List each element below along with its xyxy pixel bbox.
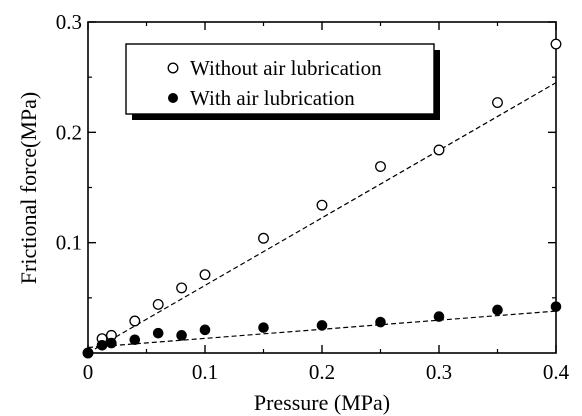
legend: Without air lubrication With air lubrica… (125, 43, 440, 120)
fit-lines (87, 82, 557, 354)
open-circle-point (258, 232, 269, 244)
filled-circle-point (96, 339, 108, 351)
x-tick-label: 0.4 (543, 360, 570, 384)
legend-marker-filled-circle (168, 93, 178, 103)
y-tick-label: 0.2 (56, 120, 82, 144)
filled-circle-point (176, 330, 187, 341)
x-axis-ticks: 0 0.1 0.2 0.3 0.4 (83, 22, 570, 384)
open-circle-point (375, 161, 386, 172)
open-circle-point (129, 315, 141, 327)
x-tick-label: 0.3 (426, 360, 452, 384)
fit-line-series-1 (87, 82, 557, 354)
legend-label-series-1: Without air lubrication (190, 56, 382, 80)
open-circle-point (199, 269, 211, 281)
filled-circle-point (152, 327, 164, 339)
legend-box (125, 43, 435, 115)
x-tick-label: 0.1 (192, 360, 218, 384)
x-axis-title: Pressure (MPa) (254, 390, 390, 415)
filled-circle-point (129, 334, 141, 346)
filled-circle-point (492, 304, 503, 316)
filled-circle-point (82, 347, 94, 359)
filled-circle-point (375, 316, 386, 328)
open-circle-point (433, 144, 445, 156)
filled-circle-point (199, 324, 211, 336)
open-circle-point (492, 97, 503, 108)
data-points (82, 38, 562, 359)
y-tick-label: 0.1 (56, 231, 82, 255)
open-circle-point (152, 299, 164, 310)
legend-marker-open-circle (167, 62, 179, 74)
legend-label-series-2: With air lubrication (190, 86, 355, 110)
filled-circle-point (433, 311, 445, 322)
x-tick-label: 0 (83, 360, 94, 384)
open-circle-point (316, 199, 328, 211)
open-circle-point (176, 282, 188, 294)
x-tick-label: 0.2 (309, 360, 335, 384)
y-axis-ticks: 0.1 0.2 0.3 (56, 10, 556, 299)
filled-circle-point (550, 301, 562, 312)
filled-circle-point (258, 322, 269, 333)
filled-circle-point (106, 337, 117, 349)
y-tick-label: 0.3 (56, 10, 82, 34)
y-axis-title: Frictional force(MPa) (16, 92, 41, 284)
filled-circle-point (316, 320, 328, 331)
open-circle-point (550, 38, 562, 50)
